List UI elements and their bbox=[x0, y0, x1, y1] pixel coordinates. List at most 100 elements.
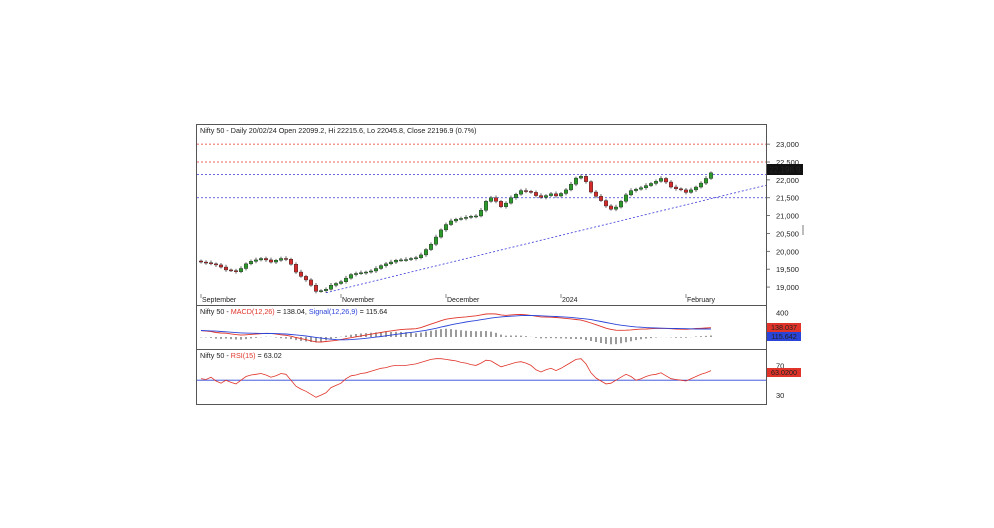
candle-body bbox=[599, 196, 604, 201]
candle-body bbox=[299, 271, 304, 277]
price-tick-label: 20,000 bbox=[776, 247, 799, 256]
candle-body bbox=[669, 181, 674, 188]
macd-axis: 400 bbox=[776, 309, 789, 318]
macd-badge-label: 138.037 bbox=[771, 323, 797, 332]
candle-body bbox=[589, 181, 594, 193]
candle-body bbox=[208, 262, 213, 265]
rsi-pane-title: Nifty 50 - RSI(15) = 63.02 bbox=[200, 351, 282, 360]
rsi-title-prefix: Nifty 50 - bbox=[200, 351, 231, 360]
candle-body bbox=[248, 261, 253, 265]
signal-label: Signal(12,26,9) bbox=[309, 307, 358, 316]
macd-histogram bbox=[200, 328, 712, 345]
candle-body bbox=[469, 216, 474, 218]
date-tick-label: December bbox=[447, 297, 480, 304]
candle-body bbox=[659, 178, 664, 182]
candle-body bbox=[223, 266, 228, 271]
candle-body bbox=[524, 190, 529, 192]
macd-badge-box bbox=[767, 323, 801, 332]
rsi-eq: = bbox=[256, 351, 264, 360]
candle-body bbox=[334, 283, 339, 286]
candle-body bbox=[434, 236, 439, 245]
candle-body bbox=[614, 206, 619, 210]
candle-body bbox=[509, 197, 514, 204]
rsi-axis: 70 30 bbox=[776, 361, 784, 400]
candle-body bbox=[704, 178, 709, 184]
signal-line bbox=[200, 315, 711, 341]
last-price-badge: 22,196.9 bbox=[767, 164, 803, 175]
last-price-badge-box bbox=[767, 164, 803, 175]
candle-body bbox=[253, 259, 258, 262]
candle-body bbox=[449, 220, 454, 225]
trendline bbox=[325, 184, 767, 294]
candle-body bbox=[319, 290, 324, 292]
candle-body bbox=[699, 182, 704, 188]
price-tick-label: 22,000 bbox=[776, 176, 799, 185]
candle-body bbox=[529, 191, 534, 193]
rsi-tick-label: 70 bbox=[776, 361, 784, 370]
price-tick-label: 19,500 bbox=[776, 265, 799, 274]
candle-body bbox=[564, 189, 569, 194]
candle-body bbox=[439, 229, 444, 238]
candle-body bbox=[459, 218, 464, 220]
candle-body bbox=[464, 217, 469, 219]
macd-value: 138.04 bbox=[283, 307, 305, 316]
candle-body bbox=[264, 258, 269, 261]
date-axis: September November December 2024 February bbox=[200, 294, 716, 304]
candle-body bbox=[694, 186, 699, 191]
candle-body bbox=[679, 188, 684, 191]
candle-body bbox=[544, 195, 549, 198]
candle-body bbox=[444, 224, 449, 231]
candle-body bbox=[559, 193, 564, 197]
candle-body bbox=[384, 263, 389, 266]
candle-body bbox=[399, 259, 404, 262]
candle-body bbox=[314, 285, 319, 292]
candle-body bbox=[309, 279, 314, 286]
candle-body bbox=[339, 281, 344, 284]
last-price-label: 22,196.9 bbox=[769, 166, 801, 175]
candle-body bbox=[499, 201, 504, 207]
candle-body bbox=[429, 243, 434, 250]
candle-body bbox=[574, 177, 579, 185]
candle-body bbox=[304, 276, 309, 281]
candle-body bbox=[228, 269, 233, 272]
date-tick-label: November bbox=[342, 297, 375, 304]
candle-body bbox=[649, 183, 654, 186]
rsi-badge-label: 63.0200 bbox=[771, 368, 797, 377]
candle-body bbox=[324, 289, 329, 291]
candle-body bbox=[238, 268, 243, 272]
candle-body bbox=[554, 193, 559, 197]
candle-body bbox=[479, 210, 484, 217]
macd-indicator-label: MACD(12,26) bbox=[231, 307, 275, 316]
candle-body bbox=[344, 277, 349, 282]
macd-title-prefix: Nifty 50 - bbox=[200, 307, 231, 316]
date-tick-label: 2024 bbox=[562, 297, 578, 304]
candle-body bbox=[634, 188, 639, 191]
macd-eq: = bbox=[275, 307, 283, 316]
candle-body bbox=[489, 197, 494, 202]
rsi-badge-box bbox=[767, 368, 801, 377]
macd-badge-box bbox=[767, 332, 801, 341]
candle-body bbox=[289, 258, 294, 265]
price-tick-label: 19,000 bbox=[776, 283, 799, 292]
candle-body bbox=[369, 270, 374, 273]
candle-body bbox=[364, 271, 369, 274]
candle-body bbox=[379, 265, 384, 269]
scroll-handle[interactable] bbox=[802, 225, 804, 235]
candle-body bbox=[198, 260, 203, 263]
candle-body bbox=[539, 195, 544, 198]
chart-frame bbox=[196, 124, 767, 405]
signal-value: 115.64 bbox=[366, 307, 387, 316]
candle-body bbox=[284, 258, 289, 260]
candle-body bbox=[639, 187, 644, 190]
macd-sep: , bbox=[305, 307, 309, 316]
candle-body bbox=[243, 263, 248, 269]
candle-body bbox=[394, 260, 399, 263]
candle-body bbox=[359, 272, 364, 274]
candle-body bbox=[549, 193, 554, 196]
candle-body bbox=[629, 190, 634, 196]
price-axis: 19,000 19,500 20,000 20,500 21,000 21,500 22,0… bbox=[766, 140, 799, 292]
date-tick-label: February bbox=[687, 297, 716, 304]
price-tick-label: 23,000 bbox=[776, 140, 799, 149]
candle-body bbox=[674, 186, 679, 190]
